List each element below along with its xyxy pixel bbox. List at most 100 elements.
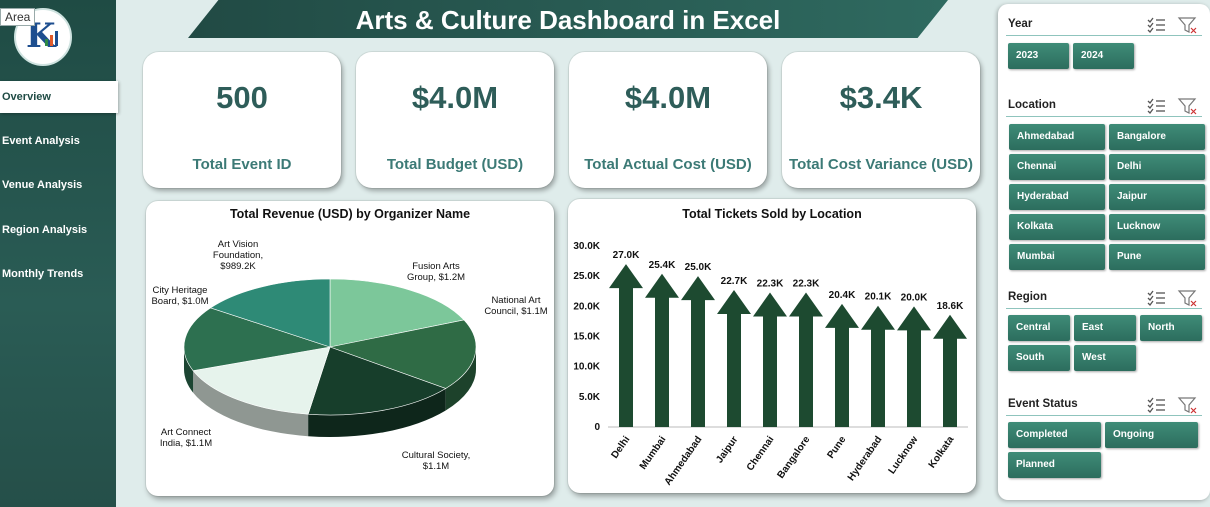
chip-status-planned[interactable]: Planned (1008, 452, 1101, 478)
chip-status-ongoing[interactable]: Ongoing (1105, 422, 1198, 448)
bar-arrow[interactable] (717, 290, 751, 427)
chip-region-west[interactable]: West (1074, 345, 1136, 371)
pie-slice-side (193, 370, 309, 437)
bar-data-label: 20.4K (829, 290, 856, 301)
chip-location-hyderabad[interactable]: Hyderabad (1009, 184, 1105, 210)
pie-data-label: National Art Council, $1.1M (484, 295, 547, 317)
pie-slice[interactable] (209, 278, 331, 348)
nav-venue-analysis[interactable]: Venue Analysis (2, 179, 83, 191)
slicer-location-header: Location (1006, 95, 1202, 117)
chip-location-lucknow[interactable]: Lucknow (1109, 214, 1205, 240)
multi-select-icon[interactable] (1147, 98, 1165, 114)
kpi-value: $4.0M (411, 80, 499, 115)
revenue-by-organizer-chart[interactable]: Total Revenue (USD) by Organizer Name Fu… (146, 201, 554, 496)
slicer-year-header: Year (1006, 14, 1202, 36)
bar-arrow[interactable] (645, 273, 679, 427)
clear-filter-icon[interactable] (1177, 290, 1197, 307)
bar-chart-icon (45, 31, 58, 46)
slicer-controls (1147, 290, 1197, 307)
bar-arrow[interactable] (861, 305, 895, 427)
clear-filter-icon[interactable] (1177, 98, 1197, 115)
multi-select-icon[interactable] (1147, 290, 1165, 306)
bar-arrow[interactable] (789, 292, 823, 427)
kpi-label: Total Budget (USD) (386, 156, 524, 173)
chip-location-bangalore[interactable]: Bangalore (1109, 124, 1205, 150)
chip-location-delhi[interactable]: Delhi (1109, 154, 1205, 180)
bar-data-label: 25.0K (685, 262, 712, 273)
x-tick-label: Kolkata (927, 434, 957, 470)
chip-location-jaipur[interactable]: Jaipur (1109, 184, 1205, 210)
chip-location-mumbai[interactable]: Mumbai (1009, 244, 1105, 270)
x-tick-label: Ahmedabad (663, 434, 705, 487)
chip-location-kolkata[interactable]: Kolkata (1009, 214, 1105, 240)
bar-data-label: 20.1K (865, 292, 892, 303)
slicer-controls (1147, 98, 1197, 115)
bar-data-label: 27.0K (613, 250, 640, 261)
slicer-title: Event Status (1008, 398, 1078, 410)
slicer-controls (1147, 17, 1197, 34)
sidebar: K Area Overview Event Analysis Venue Ana… (0, 0, 118, 507)
chip-region-north[interactable]: North (1140, 315, 1202, 341)
kpi-label: Total Actual Cost (USD) (584, 156, 752, 173)
kpi-card-total-cost-variance: $3.4K Total Cost Variance (USD) (782, 52, 980, 188)
nav-overview[interactable]: Overview (0, 81, 118, 113)
multi-select-icon[interactable] (1147, 17, 1165, 33)
nav-monthly-trends[interactable]: Monthly Trends (2, 268, 84, 280)
bar-arrow[interactable] (825, 303, 859, 427)
kpi-value: $3.4K (839, 80, 923, 115)
chip-year-2024[interactable]: 2024 (1073, 43, 1134, 69)
clear-filter-icon[interactable] (1177, 17, 1197, 34)
x-tick-label: Hyderabad (846, 434, 885, 483)
chip-location-chennai[interactable]: Chennai (1009, 154, 1105, 180)
bar-arrow[interactable] (609, 264, 643, 427)
clear-filter-icon[interactable] (1177, 397, 1197, 414)
bar-arrow[interactable] (753, 292, 787, 427)
chip-region-south[interactable]: South (1008, 345, 1070, 371)
kpi-value: $4.0M (624, 80, 712, 115)
chip-status-completed[interactable]: Completed (1008, 422, 1101, 448)
bar-arrow[interactable] (897, 306, 931, 427)
chip-region-central[interactable]: Central (1008, 315, 1070, 341)
pie-data-label: Art Vision Foundation, $989.2K (213, 239, 263, 272)
nav-region-analysis[interactable]: Region Analysis (2, 224, 88, 236)
bar-chart: 0 5.0K 10.0K 15.0K 20.0K 25.0K 30.0K 27.0K Delhi… (573, 241, 968, 488)
y-tick-label: 0 (594, 422, 600, 433)
chip-region-east[interactable]: East (1074, 315, 1136, 341)
multi-select-icon[interactable] (1147, 397, 1165, 413)
y-tick-label: 10.0K (573, 362, 600, 373)
x-tick-label: Mumbai (638, 434, 669, 471)
area-tag: Area (0, 8, 36, 26)
slicer-title: Location (1008, 99, 1056, 111)
pie-slice[interactable] (183, 307, 331, 371)
page-title: Arts & Culture Dashboard in Excel (355, 5, 781, 35)
chart-title: Total Revenue (USD) by Organizer Name (229, 207, 471, 221)
pie-data-label: City Heritage Board, $1.0M (151, 285, 208, 307)
chip-location-pune[interactable]: Pune (1109, 244, 1205, 270)
nav-event-analysis[interactable]: Event Analysis (2, 135, 80, 147)
bar-data-label: 22.7K (721, 276, 748, 287)
pie-slice[interactable] (328, 319, 477, 389)
x-tick-label: Pune (825, 434, 848, 461)
kpi-card-total-actual-cost: $4.0M Total Actual Cost (USD) (569, 52, 767, 188)
slicer-title: Region (1008, 291, 1047, 303)
bar-arrow[interactable] (681, 276, 715, 427)
kpi-card-total-event-id: 500 Total Event ID (143, 52, 341, 188)
y-tick-label: 30.0K (573, 241, 600, 252)
pie-slice[interactable] (307, 346, 447, 416)
chip-year-2023[interactable]: 2023 (1008, 43, 1069, 69)
slicer-region-header: Region (1006, 287, 1202, 309)
chip-location-ahmedabad[interactable]: Ahmedabad (1009, 124, 1105, 150)
x-tick-label: Lucknow (887, 434, 921, 476)
bar-data-label: 20.0K (901, 292, 928, 303)
pie-data-label: Fusion Arts Group, $1.2M (407, 261, 465, 283)
kpi-label: Total Cost Variance (USD) (789, 156, 973, 173)
bar-data-label: 18.6K (937, 301, 964, 312)
x-tick-label: Delhi (609, 434, 632, 461)
pie-slice[interactable] (192, 346, 331, 415)
x-tick-label: Chennai (745, 434, 777, 473)
pie-slice[interactable] (329, 278, 465, 348)
bar-arrow[interactable] (933, 314, 967, 427)
filter-pane: Year 2023 2024 Location Ahmedabad Bangal… (998, 4, 1210, 500)
bar-data-label: 22.3K (793, 278, 820, 289)
tickets-by-location-chart[interactable]: Total Tickets Sold by Location 0 5.0K 10.0… (568, 199, 976, 493)
